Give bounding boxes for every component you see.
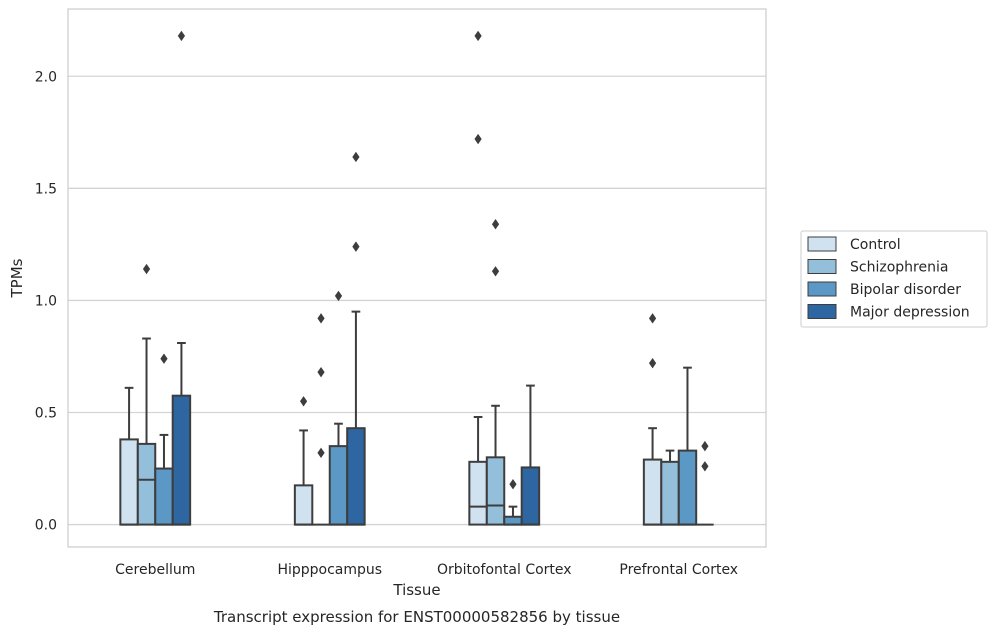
box-body [485, 456, 506, 526]
outlier-point [352, 241, 360, 252]
x-tick-label: Cerebellum [115, 562, 195, 578]
box-schizophrenia [136, 263, 157, 526]
y-tick-label: 1.5 [35, 181, 57, 197]
x-tick-label: Prefrontal Cortex [619, 562, 738, 578]
legend-frame [800, 230, 988, 328]
legend: Control Schizophrenia Bipolar disorder Majo… [800, 230, 988, 328]
legend-entry: Schizophrenia [850, 260, 948, 276]
legend-swatch [807, 281, 837, 297]
box-body [136, 442, 157, 526]
box-marks [119, 30, 714, 526]
box-control [468, 30, 488, 526]
legend-entry: Bipolar disorder [850, 282, 961, 298]
x-tick-label: Orbitofontal Cortex [437, 562, 572, 578]
box-bipolar-disorder [503, 479, 523, 526]
x-tick-labels: Cerebellum Hipppocampus Orbitofontal Corte… [115, 562, 738, 578]
x-tick-label: Hipppocampus [277, 562, 382, 578]
legend-entry: Control [850, 237, 901, 253]
outlier-point [648, 357, 657, 369]
outlier-point [299, 396, 308, 407]
box-body [119, 438, 139, 526]
box-schizophrenia [485, 219, 506, 526]
outlier-point [509, 479, 517, 490]
outlier-point [160, 353, 168, 364]
box-bipolar-disorder [328, 290, 349, 526]
outlier-point [491, 219, 500, 230]
box-control [642, 313, 663, 526]
outlier-point [317, 366, 325, 378]
box-body [171, 394, 192, 526]
outlier-point [474, 30, 482, 42]
box-body [677, 449, 698, 526]
y-tick-label: 1.0 [35, 293, 57, 309]
outlier-point [701, 461, 709, 472]
box-bipolar-disorder [677, 366, 698, 526]
outlier-point [701, 440, 709, 452]
box-body [660, 460, 680, 526]
outlier-point [474, 133, 482, 145]
y-tick-label: 0.0 [35, 518, 57, 534]
box-schizophrenia [312, 313, 330, 526]
box-body [520, 466, 541, 526]
box-body [154, 467, 174, 526]
box-bipolar-disorder [154, 353, 174, 526]
box-body [503, 515, 523, 526]
box-major-depression [171, 30, 192, 526]
box-major-depression [696, 440, 714, 526]
y-tick-label: 2.0 [35, 69, 57, 85]
box-major-depression [520, 384, 541, 526]
outlier-point [491, 266, 500, 277]
chart-caption: Transcript expression for ENST0000058285… [213, 608, 620, 626]
plot-frame [67, 8, 767, 548]
legend-swatch [807, 259, 837, 274]
outlier-point [177, 30, 186, 42]
outlier-point [352, 151, 360, 163]
y-axis-label: TPMs [8, 258, 26, 298]
box-body [346, 427, 366, 526]
legend-entry: Major depression [850, 305, 970, 321]
box-body [293, 484, 314, 526]
box-control [119, 386, 139, 526]
y-tick-labels: 0.0 0.5 1.0 1.5 2.0 [35, 69, 57, 533]
outlier-point [317, 447, 325, 459]
x-axis-label: Tissue [392, 581, 440, 599]
outlier-point [648, 313, 657, 324]
box-body [468, 460, 488, 526]
outlier-point [317, 313, 325, 324]
legend-swatch [807, 236, 837, 252]
legend-swatch [807, 304, 837, 319]
box-schizophrenia [660, 449, 680, 526]
outlier-point [142, 263, 151, 275]
y-tick-label: 0.5 [35, 406, 57, 422]
box-major-depression [346, 151, 366, 526]
outlier-point [334, 290, 343, 302]
box-body [642, 458, 663, 526]
box-control [293, 396, 314, 526]
box-body [328, 445, 349, 526]
